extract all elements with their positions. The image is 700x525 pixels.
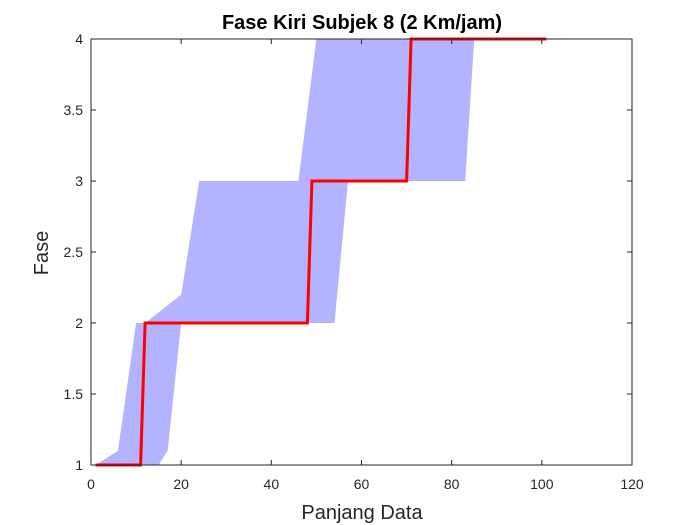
plot-area xyxy=(90,37,633,467)
x-tick-label: 60 xyxy=(354,476,370,492)
x-tick-label: 40 xyxy=(264,476,280,492)
band-area xyxy=(95,39,479,465)
y-tick-label: 1 xyxy=(75,457,83,473)
x-tick-label: 0 xyxy=(87,476,95,492)
y-tick-label: 3.5 xyxy=(64,102,84,118)
x-tick-label: 100 xyxy=(530,476,554,492)
y-tick-label: 2.5 xyxy=(64,244,84,260)
x-axis: 0 20 40 60 80 100 120 xyxy=(87,39,644,492)
chart-title: Fase Kiri Subjek 8 (2 Km/jam) xyxy=(222,12,502,34)
y-tick-label: 4 xyxy=(75,31,83,47)
y-tick-label: 2 xyxy=(75,315,83,331)
x-axis-label: Panjang Data xyxy=(301,502,423,524)
x-tick-label: 20 xyxy=(173,476,189,492)
y-tick-label: 1.5 xyxy=(64,386,84,402)
series-line-0 xyxy=(95,37,547,467)
x-tick-label: 120 xyxy=(620,476,644,492)
y-axis: 1 1.5 2 2.5 3 3.5 4 xyxy=(64,31,632,473)
y-tick-label: 3 xyxy=(75,173,83,189)
y-axis-label: Fase xyxy=(31,231,53,275)
x-tick-label: 80 xyxy=(444,476,460,492)
